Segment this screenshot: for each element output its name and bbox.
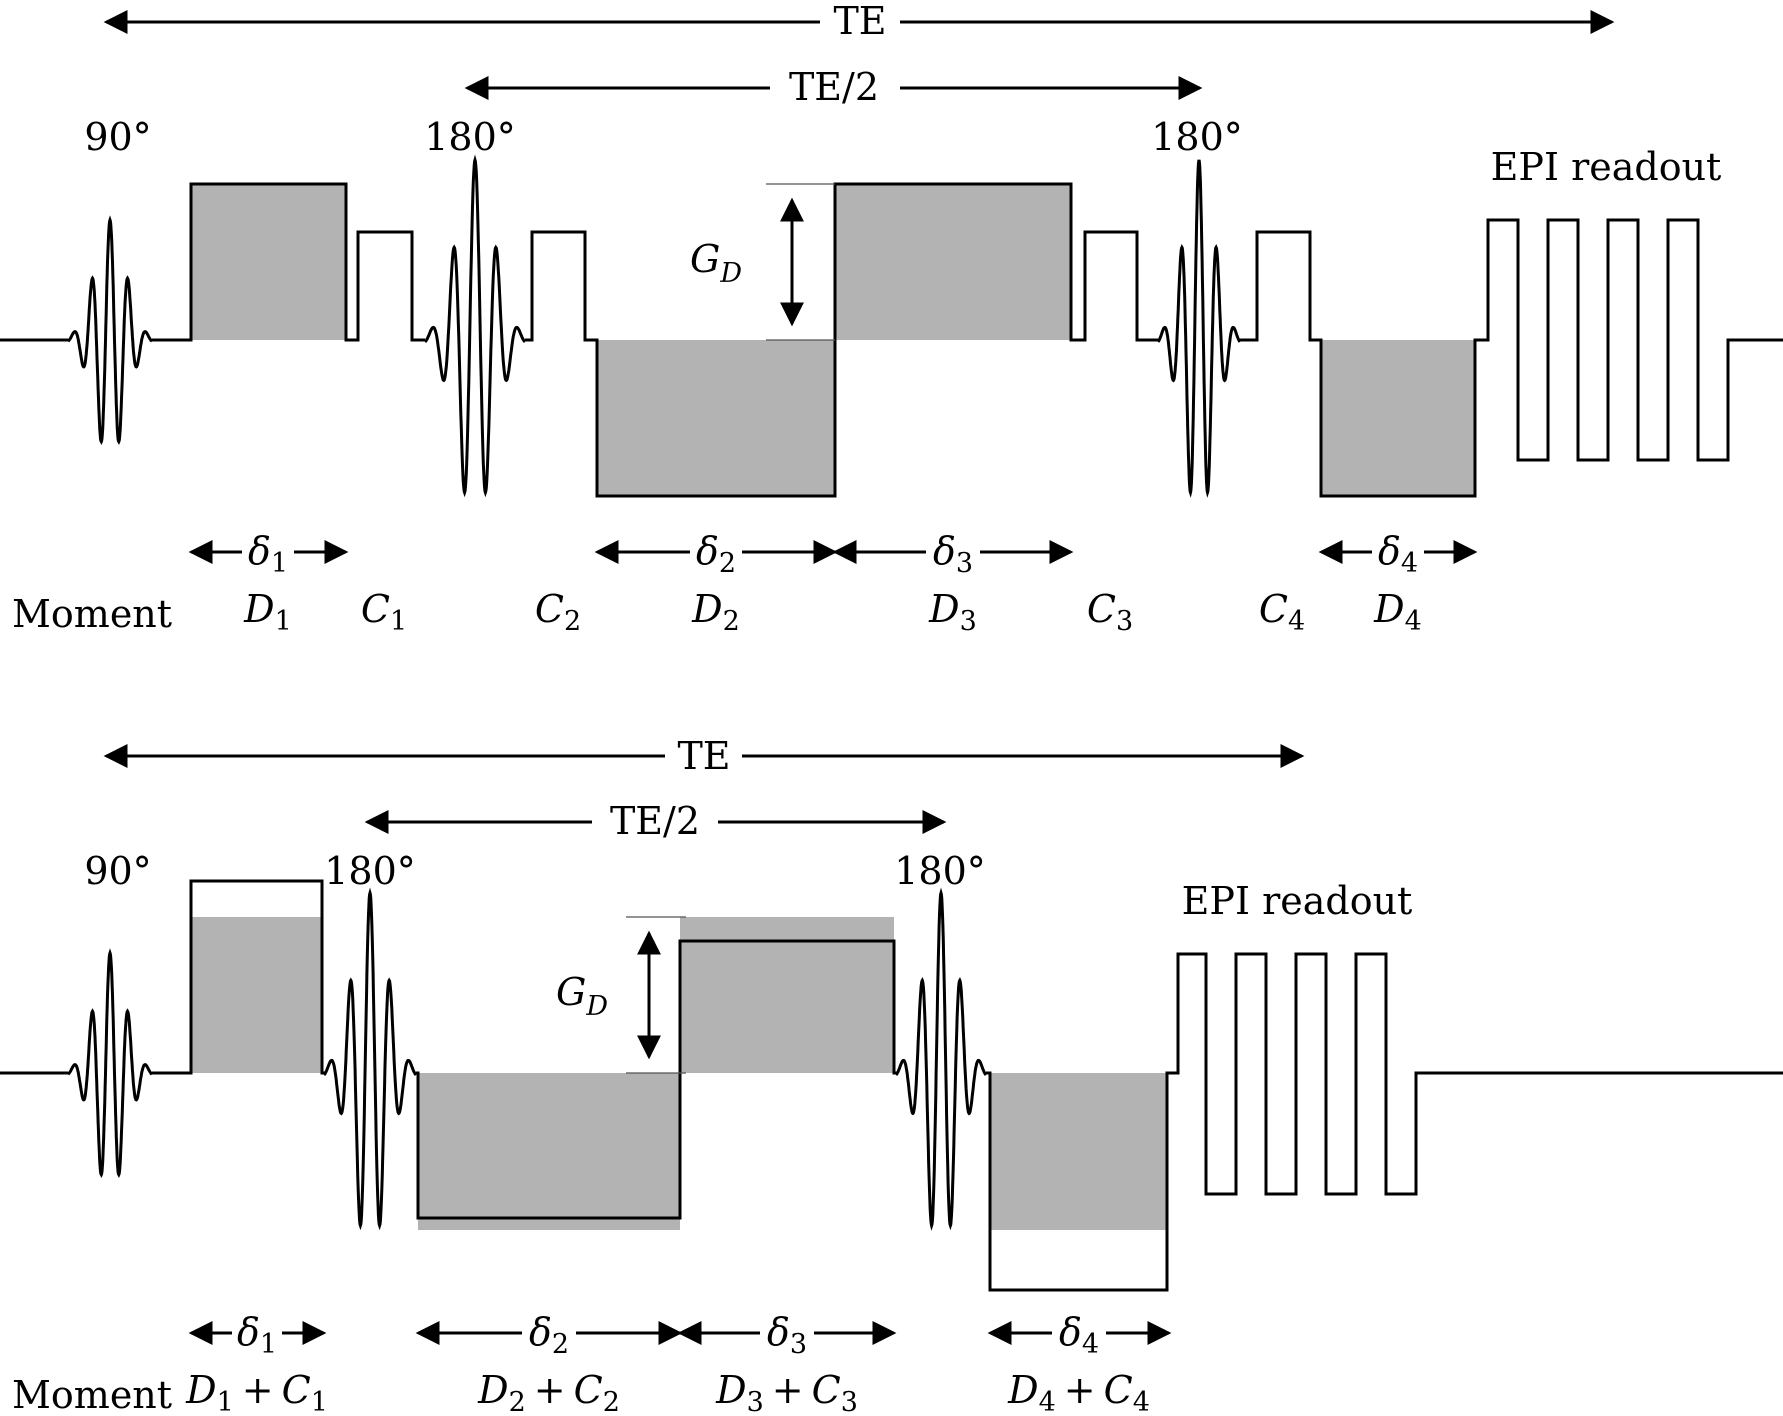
top-diffusion-lobe-d1 (191, 184, 346, 340)
bottom-diffusion-lobe-d2 (418, 1073, 680, 1230)
bottom-diffusion-lobe-d1 (191, 917, 322, 1073)
bottom-diffusion-lobe-d4 (990, 1073, 1167, 1230)
top-moment-d3: D3 (928, 587, 977, 637)
top-diffusion-lobe-d2 (597, 340, 835, 496)
top-moment-d2: D2 (691, 587, 740, 637)
bottom-rf-180-pulse-2 (894, 887, 988, 1231)
bottom-gd-label: GD (556, 970, 608, 1022)
top-panel: TE TE/2 90° 180° 180° EPI readout GD (0, 0, 1783, 637)
top-moment-label: Moment (12, 592, 172, 636)
bottom-rf-90-label: 90° (84, 849, 151, 893)
top-epi-label: EPI readout (1491, 145, 1722, 189)
top-rf-90-label: 90° (84, 115, 151, 159)
top-gradient-waveform (0, 182, 1783, 498)
top-gd-label: GD (690, 237, 742, 289)
top-rf-180-label-1: 180° (424, 115, 516, 159)
top-delta2-label: δ2 (696, 529, 736, 579)
bottom-moment-label: Moment (12, 1373, 172, 1416)
bottom-moment-d3c3: D3 + C3 (715, 1368, 858, 1416)
bottom-te-half-label: TE/2 (610, 799, 700, 843)
bottom-rf-90-pulse (66, 948, 154, 1178)
top-delta4-label: δ4 (1378, 529, 1418, 579)
top-moment-d4: D4 (1373, 587, 1422, 637)
bottom-diffusion-lobe-d3 (680, 917, 894, 1073)
bottom-moment-d1c1: D1 + C1 (185, 1368, 328, 1416)
bottom-te-label: TE (677, 734, 730, 778)
bottom-delta1-label: δ1 (237, 1310, 277, 1360)
top-diffusion-lobe-d3 (835, 184, 1071, 340)
top-te-half-label: TE/2 (789, 65, 879, 109)
top-rf-180-label-2: 180° (1151, 115, 1243, 159)
bottom-epi-label: EPI readout (1182, 879, 1413, 923)
top-te-label: TE (833, 0, 886, 43)
top-moment-d1: D1 (243, 587, 292, 637)
bottom-delta2-label: δ2 (529, 1310, 569, 1360)
bottom-rf-180-label-2: 180° (894, 849, 986, 893)
top-moment-c1: C1 (361, 587, 407, 637)
top-delta3-label: δ3 (933, 529, 973, 579)
top-delta1-label: δ1 (248, 529, 288, 579)
top-rf-180-pulse-2 (1156, 159, 1242, 498)
bottom-delta3-label: δ3 (767, 1310, 807, 1360)
bottom-rf-180-pulse-1 (322, 887, 418, 1231)
top-moment-c4: C4 (1259, 587, 1305, 637)
bottom-delta4-label: δ4 (1059, 1310, 1099, 1360)
bottom-moment-d4c4: D4 + C4 (1007, 1368, 1150, 1416)
top-rf-90-pulse (66, 215, 154, 445)
top-diffusion-lobe-d4 (1321, 340, 1475, 496)
top-moment-c3: C3 (1087, 587, 1133, 637)
bottom-gradient-waveform (0, 879, 1783, 1292)
bottom-panel: TE TE/2 90° 180° 180° EPI readout GD (0, 734, 1783, 1416)
top-moment-c2: C2 (535, 587, 581, 637)
bottom-moment-d2c2: D2 + C2 (477, 1368, 620, 1416)
top-rf-180-pulse-1 (423, 154, 527, 498)
bottom-rf-180-label-1: 180° (324, 849, 416, 893)
